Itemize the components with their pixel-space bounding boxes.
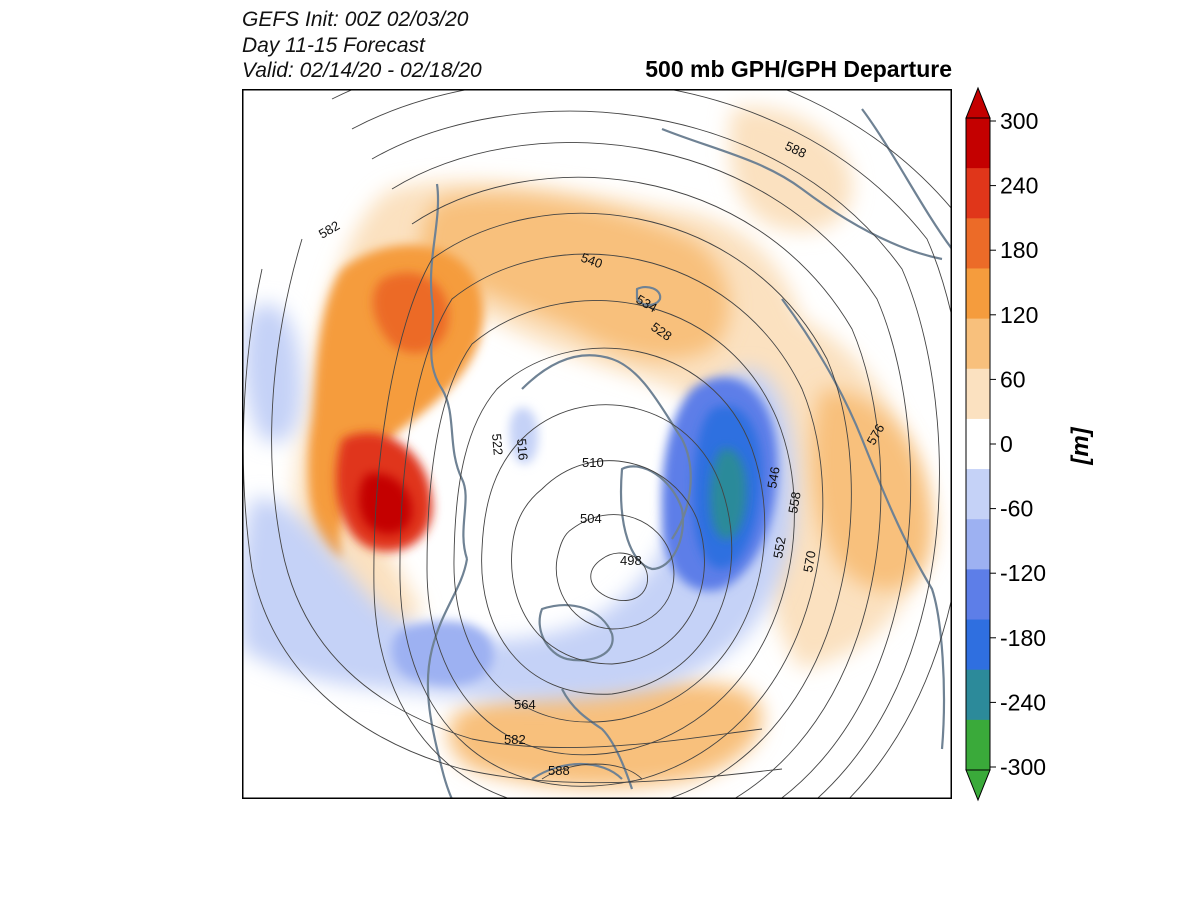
contour-label: 588: [548, 763, 570, 778]
coastlines: [426, 108, 952, 799]
contour-552: [391, 142, 912, 799]
colorbar-blocks: [966, 118, 990, 771]
contour-label: 582: [504, 732, 526, 747]
contour-label: 558: [785, 491, 804, 515]
contour-510: [511, 460, 705, 665]
map-title: 500 mb GPH/GPH Departure: [645, 56, 952, 82]
colorbar-top-arrow: [965, 86, 991, 119]
contour-label: 510: [582, 455, 604, 470]
anomaly-shading: [242, 107, 932, 788]
init-time-label: GEFS Init: 00Z 02/03/20: [242, 8, 469, 31]
contour-516: [481, 404, 733, 695]
contour-label: 540: [579, 250, 605, 272]
contour-504: [555, 514, 675, 630]
negative-anomaly-small: [509, 407, 539, 464]
colorbar-block: [966, 719, 990, 771]
colorbar-tick-label: 240: [1000, 173, 1038, 199]
negative-anomaly-atlantic-max: [710, 448, 747, 540]
contour-label: 504: [580, 511, 602, 526]
contour-528: [426, 300, 795, 756]
coast-mediterranean: [861, 108, 952, 250]
colorbar-block: [966, 569, 990, 621]
colorbar-bottom-arrow: [965, 769, 991, 802]
colorbar-tick-label: -60: [1000, 496, 1033, 522]
colorbar-svg: 300 240 180 120 60 0 -60 -120 -180 -240 -300 [m]: [965, 86, 1094, 802]
coast-north-america-west: [426, 558, 469, 799]
colorbar-block: [966, 268, 990, 320]
coast-gulf-mexico: [531, 763, 623, 780]
contour-564: [351, 89, 952, 799]
map-svg: 588 582 540 534 528 522 516 510 504 498 …: [242, 89, 952, 799]
coast-north-america-east: [561, 688, 634, 790]
colorbar-block: [966, 368, 990, 420]
colorbar-block: [966, 118, 990, 169]
contour-498: [590, 552, 648, 601]
forecast-period-label: Day 11-15 Forecast: [242, 34, 425, 57]
positive-anomaly-east-atl: [729, 107, 853, 232]
contour-label: 516: [514, 438, 531, 461]
colorbar-unit-label: [m]: [1067, 426, 1094, 465]
contour-540: [373, 212, 852, 799]
height-contours: [242, 89, 952, 799]
valid-dates-label: Valid: 02/14/20 - 02/18/20: [242, 59, 482, 82]
colorbar-block: [966, 168, 990, 219]
colorbar-ticks: 300 240 180 120 60 0 -60 -120 -180 -240 -300: [990, 108, 1046, 780]
colorbar: 300 240 180 120 60 0 -60 -120 -180 -240 -300 [m]: [960, 86, 1100, 806]
contour-570: [331, 89, 952, 210]
colorbar-tick-label: 180: [1000, 237, 1038, 263]
coast-europe: [781, 298, 946, 750]
coast-greenland: [620, 465, 685, 571]
negative-anomaly-pacific-west: [243, 303, 302, 443]
contour-west-588: [242, 268, 783, 784]
contour-label: 546: [764, 466, 783, 490]
positive-anomaly-asia-core: [372, 272, 449, 353]
colorbar-block: [966, 218, 990, 269]
contour-558: [371, 110, 940, 799]
contour-534: [399, 253, 824, 787]
contour-546: [411, 176, 882, 799]
colorbar-tick-label: -120: [1000, 560, 1046, 586]
contour-label: 498: [620, 553, 642, 568]
colorbar-tick-label: -240: [1000, 689, 1046, 715]
colorbar-block: [966, 669, 990, 721]
colorbar-block: [966, 418, 990, 470]
contour-label: 570: [800, 550, 819, 574]
negative-anomaly-mid: [391, 621, 494, 686]
contour-gulf-588: [541, 763, 643, 780]
colorbar-block: [966, 519, 990, 570]
contour-label: 522: [489, 433, 506, 456]
coast-iceland: [635, 285, 662, 307]
positive-anomaly-eurasia: [421, 194, 730, 360]
colorbar-tick-label: 120: [1000, 302, 1038, 328]
contour-label: 564: [514, 697, 536, 712]
colorbar-tick-label: 60: [1000, 366, 1026, 392]
colorbar-block: [966, 469, 990, 520]
coast-arctic: [521, 354, 692, 540]
colorbar-tick-label: -300: [1000, 754, 1046, 780]
map-border: [242, 89, 952, 799]
colorbar-tick-label: 300: [1000, 108, 1038, 134]
negative-anomaly-central-band: [242, 369, 796, 701]
coast-europe-north: [661, 127, 943, 261]
contour-522: [453, 347, 766, 723]
contour-west-582: [271, 238, 763, 748]
colorbar-block: [966, 318, 990, 370]
positive-anomaly-russia: [811, 389, 932, 590]
contour-label: 552: [770, 536, 789, 560]
colorbar-block: [966, 619, 990, 671]
colorbar-tick-label: -180: [1000, 625, 1046, 651]
polar-map: 588 582 540 534 528 522 516 510 504 498 …: [242, 89, 952, 799]
positive-anomaly-pacific-max: [358, 473, 413, 534]
colorbar-tick-label: 0: [1000, 431, 1013, 457]
